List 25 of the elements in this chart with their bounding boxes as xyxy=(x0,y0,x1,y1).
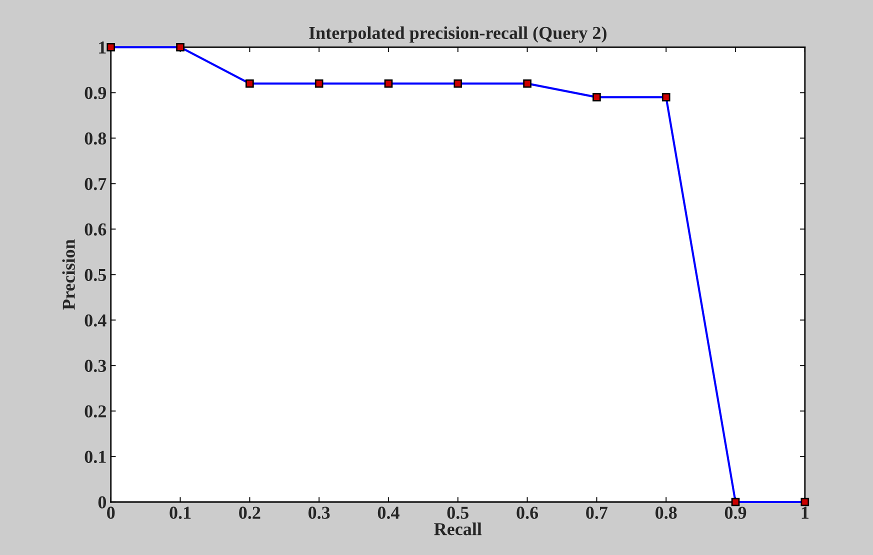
x-tick-label: 0.7 xyxy=(586,506,608,519)
x-tick-label: 0 xyxy=(107,506,115,519)
y-tick-label: 0.1 xyxy=(84,450,106,464)
y-tick-label: 0.3 xyxy=(84,360,106,372)
x-tick-label: 0.8 xyxy=(656,506,677,519)
x-tick-label: 0.9 xyxy=(724,506,746,519)
chart-title: Interpolated precision-recall (Query 2) xyxy=(309,26,606,43)
x-tick-label: 0.5 xyxy=(447,506,469,519)
x-tick-label: 1 xyxy=(802,506,808,519)
y-tick-label: 0.8 xyxy=(84,132,106,145)
y-axis-title: Precision xyxy=(62,239,75,310)
y-tick-label: 0.7 xyxy=(84,178,106,190)
x-tick-label: 0.3 xyxy=(308,506,330,519)
y-tick-label: 0.9 xyxy=(84,86,106,100)
y-tick-label: 0.5 xyxy=(84,268,106,282)
x-axis-title: Recall xyxy=(434,522,482,536)
x-tick-label: 0.6 xyxy=(516,506,538,519)
x-tick-label: 0.4 xyxy=(378,506,400,519)
x-tick-label: 0.1 xyxy=(170,506,191,519)
y-tick-label: 0.2 xyxy=(84,405,106,418)
y-tick-label: 0 xyxy=(98,496,106,508)
y-tick-label: 0.4 xyxy=(84,314,106,327)
y-tick-label: 0.6 xyxy=(84,223,106,236)
x-tick-label: 0.2 xyxy=(239,506,260,519)
y-tick-label: 1 xyxy=(99,42,106,54)
